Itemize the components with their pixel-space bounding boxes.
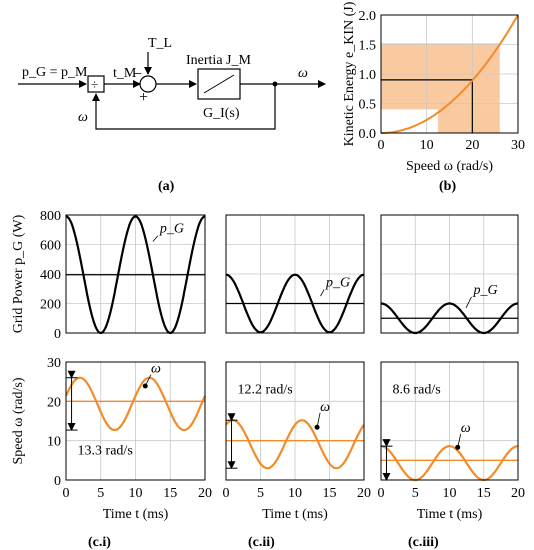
range-label: 12.2 rad/s	[238, 382, 293, 397]
y-axis-label: Kinetic Energy e_KIN (J)	[342, 1, 357, 146]
x-tick-label: 20	[511, 486, 525, 501]
shaded-region	[438, 109, 500, 133]
panel-label-cii: (c.ii)	[248, 535, 275, 550]
transfer-label: G_I(s)	[203, 106, 240, 121]
grid-power-curve	[381, 302, 518, 335]
plot-frame	[65, 361, 206, 481]
speed-y-axis-label: Speed ω (rad/s)	[11, 377, 26, 464]
omega-pointer	[144, 374, 152, 387]
power-panel: p_G	[380, 214, 519, 335]
y-tick-label: 1.5	[359, 39, 377, 54]
y-tick-label: 800	[40, 209, 61, 224]
panel-label-a: (a)	[158, 179, 175, 194]
y-tick-label: 1.0	[359, 68, 377, 83]
pg-label: p_G	[159, 222, 184, 237]
grid-power-charts: 0 200 400 600 800 p_G p_G p_G Grid Power p_G (W)	[11, 209, 519, 342]
range-label: 8.6 rad/s	[392, 382, 440, 397]
y-tick-label: 400	[40, 268, 61, 283]
panel-label-ci: (c.i)	[88, 535, 111, 550]
x-axis-label: Time t (ms)	[262, 507, 328, 522]
x-tick-label: 15	[477, 486, 491, 501]
x-axis-label: Time t (ms)	[417, 507, 483, 522]
plot-frame	[380, 214, 519, 334]
omega-pointer	[316, 412, 321, 428]
block-diagram: p_G = p_M ÷ t_M T_L − + Inertia J_M G_I(…	[18, 36, 326, 130]
pg-pointer	[320, 289, 325, 297]
grid-power-curve	[65, 215, 206, 335]
x-tick-label: 15	[323, 486, 337, 501]
plus-sign: +	[139, 89, 148, 106]
speed-panel: 0 5 10 15 20 8.6 rad/s ω Time t (ms)	[378, 361, 525, 522]
speed-panel: 0 5 10 15 20 12.2 rad/s ω Time t (ms)	[223, 361, 371, 522]
power-y-axis-label: Grid Power p_G (W)	[11, 214, 26, 333]
x-tick-label: 5	[257, 486, 264, 501]
pg-pointer	[465, 296, 472, 309]
plot-frame	[225, 361, 365, 481]
ramp-icon	[203, 74, 235, 94]
x-tick-label: 20	[198, 486, 212, 501]
x-tick-label: 20	[357, 486, 371, 501]
x-axis-label: Time t (ms)	[103, 507, 169, 522]
omega-pointer	[457, 433, 462, 448]
x-tick-label: 10	[288, 486, 302, 501]
power-panel: p_G	[225, 214, 365, 334]
tm-label: t_M	[113, 66, 137, 81]
feedback-arrow	[92, 84, 276, 130]
y-tick-label: 10	[47, 435, 61, 450]
y-tick-label: 600	[40, 239, 61, 254]
output-label: ω	[298, 66, 308, 81]
omega-label: ω	[320, 400, 330, 415]
energy-curve	[381, 14, 519, 134]
shaded-region	[381, 43, 500, 110]
speed-panel: 0 5 10 15 20 0 10 20 30 13.3 rad/s ω Time t (ms)	[47, 356, 212, 522]
kinetic-energy-chart: 0 10 20 30 0.0 0.5 1.0 1.5 2.0 Speed ω (rad/s) Kin…	[342, 1, 525, 174]
inertia-label: Inertia J_M	[186, 53, 251, 68]
y-tick-label: 0	[54, 474, 61, 489]
x-tick-label: 15	[163, 486, 177, 501]
panel-label-ciii: (c.iii)	[408, 535, 439, 550]
x-tick-label: 0	[378, 138, 385, 153]
x-tick-label: 0	[223, 486, 230, 501]
x-tick-label: 10	[129, 486, 143, 501]
x-axis-label: Speed ω (rad/s)	[406, 159, 493, 174]
x-tick-label: 5	[412, 486, 419, 501]
speed-curve	[381, 445, 518, 482]
speed-curve	[225, 419, 365, 470]
y-tick-label: 0	[54, 327, 61, 342]
omega-label: ω	[151, 362, 161, 377]
input-label: p_G = p_M	[22, 65, 88, 80]
panel-label-b: (b)	[439, 179, 456, 194]
pg-label: p_G	[472, 283, 497, 298]
plot-frame	[380, 361, 519, 481]
minus-sign: −	[133, 66, 142, 83]
y-tick-label: 0.0	[359, 127, 377, 142]
x-tick-label: 10	[443, 486, 457, 501]
plot-frame	[65, 214, 206, 334]
pg-label: p_G	[325, 276, 350, 291]
x-tick-label: 20	[465, 138, 479, 153]
plot-frame	[225, 214, 365, 334]
tl-label: T_L	[148, 36, 172, 51]
y-tick-label: 200	[40, 298, 61, 313]
grid-power-curve	[225, 273, 365, 334]
x-tick-label: 10	[420, 138, 434, 153]
x-tick-label: 0	[63, 486, 70, 501]
power-panel: 0 200 400 600 800 p_G	[40, 209, 206, 342]
divider-symbol: ÷	[91, 77, 98, 92]
x-tick-label: 5	[97, 486, 104, 501]
omega-label: ω	[461, 421, 471, 436]
x-tick-label: 0	[378, 486, 385, 501]
y-tick-label: 30	[47, 356, 61, 371]
range-label: 13.3 rad/s	[78, 443, 133, 458]
y-tick-label: 2.0	[359, 9, 377, 24]
plot-frame	[380, 14, 519, 134]
feedback-label: ω	[78, 110, 88, 125]
x-tick-label: 30	[511, 138, 525, 153]
y-tick-label: 0.5	[359, 98, 377, 113]
y-tick-label: 20	[47, 395, 61, 410]
pg-pointer	[152, 235, 159, 242]
speed-curve	[65, 376, 207, 432]
speed-charts: 0 5 10 15 20 0 10 20 30 13.3 rad/s ω Time t (ms) 0 5 1…	[11, 356, 525, 522]
